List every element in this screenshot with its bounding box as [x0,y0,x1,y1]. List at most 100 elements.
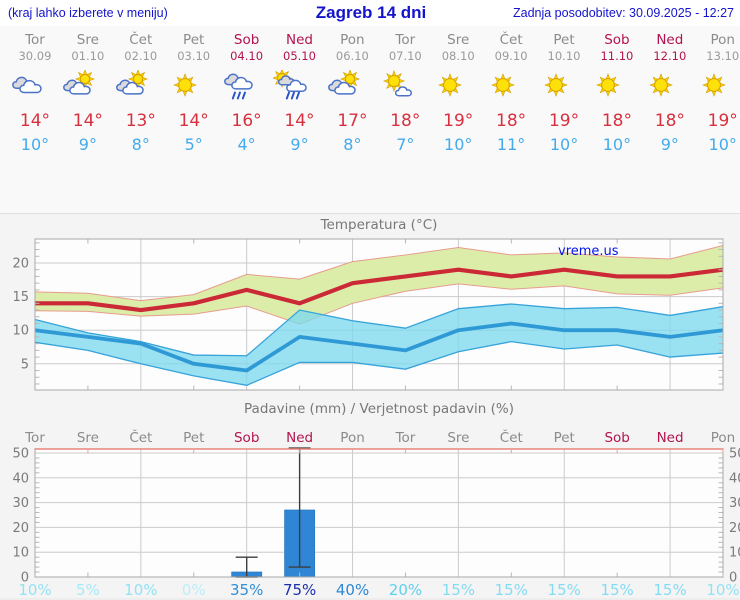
precip-probability: 15% [653,581,686,599]
max-band-upper-edge [34,245,724,302]
forecast-strip: Tor 30.09 14° 10° Sre 01.10 14° 9° Čet 02.10 13° 8°… [9,26,740,172]
sun-shape [437,73,462,97]
day-name: Čet [499,32,523,48]
watermark: vreme.us [558,244,619,259]
sun-shape [543,73,568,97]
precip-whisker [288,447,311,568]
weather-icon-slot [696,70,740,108]
day-label: Pon [340,430,364,446]
day-date: 07.10 [388,49,422,63]
min-temperature: 7° [396,135,415,154]
location-menu-hint: (kraj lahko izberete v meniju) [8,6,168,20]
day-column: Sre 01.10 14° 9° [61,26,114,172]
max-temperature: 19° [443,111,474,131]
precipitation-chart: Padavine (mm) / Verjetnost padavin (%) To… [0,401,740,600]
sunny-icon [437,73,462,97]
precip-probability: 75% [283,581,316,599]
weather-icon-slot [114,70,167,108]
day-date: 08.10 [441,49,475,63]
min-temperature: 9° [78,135,97,154]
sunny-icon [173,73,198,97]
day-date: 11.10 [600,49,634,63]
max-temperature: 13° [125,111,156,131]
precip-probability: 15% [495,581,528,599]
day-date: 04.10 [230,49,264,63]
plot-border [34,238,724,391]
max-band-lower-edge [34,283,724,325]
page-header: (kraj lahko izberete v meniju) Zagreb 14… [0,0,740,26]
charts-area: 5 10 15 20 Temperatura (°C) vreme.us Padavine… [0,213,740,600]
max-temperature: 14° [19,111,51,131]
day-labels: Tor Sre Čet Pet Sob Ned Pon Tor Sre Čet Pet Sob Ned P… [24,428,735,446]
y-axis-tick-label-right: 30 [729,496,740,511]
sun-shape [649,73,674,97]
y-axis-tick-label: 5 [21,357,29,372]
day-name: Ned [285,32,313,48]
max-temperature: 18° [654,111,685,131]
y-axis-tick-label-right: 0 [729,571,737,586]
precip-probability: 15% [548,581,581,599]
day-column: Sre 08.10 19° 10° [432,26,485,172]
min-temp-line [34,321,724,373]
y-axis-tick-label-left: 0 [21,571,29,586]
last-update-timestamp: Zadnja posodobitev: 30.09.2025 - 12:27 [512,6,734,20]
day-label: Ned [657,430,684,446]
day-date: 13.10 [706,49,740,63]
max-temperature: 16° [231,111,262,131]
precip-probability: 20% [389,581,422,599]
sunny-icon [543,73,568,97]
rain-streak [236,91,242,100]
day-column: Pon 13.10 19° 10° [696,26,740,172]
y-axis-tick-label-right: 10 [729,546,740,561]
day-label: Ned [286,430,313,446]
precip-probability: 15% [442,581,475,599]
day-name: Sre [447,32,470,48]
minor-ticks [35,239,724,390]
min-temperature: 8° [131,135,150,154]
day-date: 02.10 [124,49,158,63]
weather-icon-slot [61,70,114,108]
min-temperature: 10° [20,135,50,154]
min-temperature: 10° [708,135,737,154]
temperature-chart-title: Temperatura (°C) [320,217,438,233]
precip-probability: 10% [18,581,51,599]
day-label: Sre [77,430,99,446]
day-name: Tor [395,32,416,48]
y-axis-labels: 0 0 10 10 20 20 30 30 40 40 50 50 [12,447,740,586]
min-temperature: 10° [602,135,632,154]
weather-icon-slot [485,70,538,108]
sun-shape [490,73,515,97]
day-label: Sob [234,430,259,446]
day-name: Tor [25,32,45,48]
rain-icon [224,73,253,100]
weather-icon-slot [643,70,696,108]
sun-shape [596,73,621,97]
sun-rain-icon [273,70,307,100]
day-label: Čet [500,428,523,446]
footer-strip [0,598,740,600]
cloud-shape [231,76,253,90]
min-temperature: 9° [660,135,679,154]
day-date: 12.10 [653,49,687,63]
precip-probability: 40% [336,581,369,599]
day-name: Pon [340,32,365,48]
sun-shape [339,70,361,90]
day-label: Tor [24,430,45,446]
max-temperature: 19° [707,111,738,131]
sunny-icon [649,73,674,97]
day-column: Pon 06.10 17° 8° [326,26,379,172]
weather-icon-slot [326,70,379,108]
day-column: Čet 02.10 13° 8° [114,26,167,172]
page-title: Zagreb 14 dni [315,3,427,22]
sun-shape [702,73,727,97]
sunny-icon [596,73,621,97]
sunny-icon [490,73,515,97]
y-axis-tick-label-right: 40 [729,471,740,486]
probability-labels: 10% 5% 10% 0% 35% 75% 40% 20% 15% 15% 15% 15% 15% 10% [18,581,739,599]
day-name: Sob [604,32,630,48]
day-label: Čet [129,428,152,446]
y-axis-tick-label: 20 [12,257,29,272]
weather-icon-slot [9,70,62,108]
cloud-shape [334,81,356,95]
min-band-lower-edge [34,340,724,386]
